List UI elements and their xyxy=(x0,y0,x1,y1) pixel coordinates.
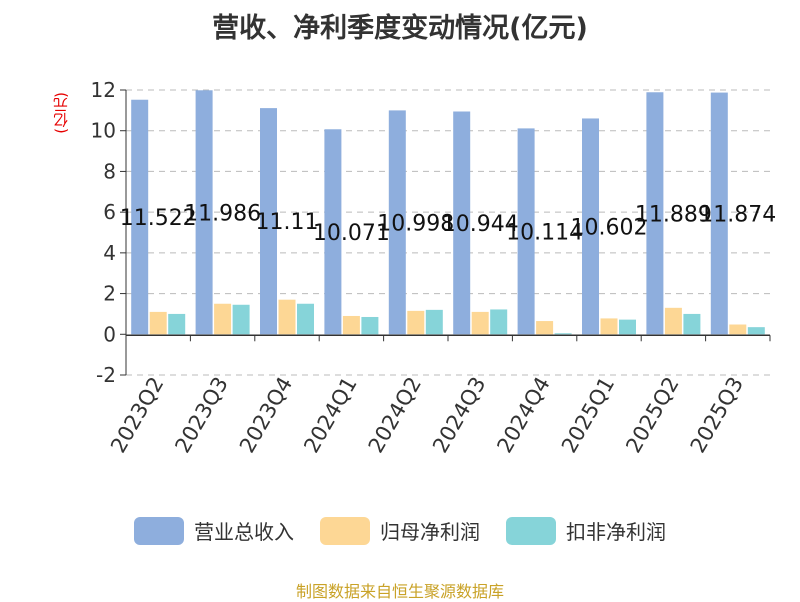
bar xyxy=(407,310,425,335)
bar xyxy=(471,311,489,335)
bar xyxy=(195,90,213,335)
data-labels: 11.52211.98611.1110.07110.99810.94410.11… xyxy=(120,201,777,245)
bar xyxy=(342,315,360,335)
data-label: 11.889 xyxy=(635,202,712,227)
bar xyxy=(747,327,765,335)
bar xyxy=(582,118,599,335)
y-tick-label: 6 xyxy=(103,200,116,224)
legend-item[interactable]: 营业总收入 xyxy=(134,516,294,545)
legend-label: 归母净利润 xyxy=(380,520,480,544)
data-label: 11.986 xyxy=(184,201,261,226)
x-tick-label: 2024Q2 xyxy=(364,373,426,457)
bar xyxy=(453,111,471,335)
bar xyxy=(683,313,701,335)
bar xyxy=(517,128,535,335)
data-label: 10.998 xyxy=(377,211,454,236)
bar xyxy=(168,313,186,335)
bar xyxy=(214,303,232,335)
source-note: 制图数据来自恒生聚源数据库 xyxy=(295,582,504,601)
bar xyxy=(361,316,379,335)
x-tick-label: 2023Q3 xyxy=(170,373,232,457)
bar xyxy=(324,129,342,335)
chart-title: 营收、净利季度变动情况(亿元) xyxy=(212,13,588,44)
bar xyxy=(232,304,250,335)
bar xyxy=(536,321,554,335)
bar xyxy=(710,92,728,335)
grid-lines xyxy=(126,89,770,376)
bar xyxy=(297,303,314,335)
data-label: 10.114 xyxy=(506,220,583,245)
bar xyxy=(131,99,149,335)
y-tick-label: 8 xyxy=(103,159,116,183)
legend-swatch xyxy=(320,516,370,545)
data-label: 11.522 xyxy=(120,206,197,231)
x-tick-label: 2024Q1 xyxy=(299,373,361,457)
y-tick-label: 10 xyxy=(91,119,116,143)
x-tick-label: 2025Q3 xyxy=(686,373,748,457)
legend-label: 扣非净利润 xyxy=(566,520,666,544)
legend-swatch xyxy=(134,516,184,545)
data-label: 11.11 xyxy=(256,210,319,235)
bar xyxy=(388,110,406,335)
x-tick-label: 2025Q1 xyxy=(557,373,619,457)
x-tick-label: 2023Q4 xyxy=(235,373,297,457)
legend-label: 营业总收入 xyxy=(194,520,294,544)
bar xyxy=(729,324,747,335)
bar xyxy=(646,92,664,335)
y-tick-label: 4 xyxy=(103,241,116,265)
bar xyxy=(664,307,682,335)
bar xyxy=(490,309,508,335)
bar xyxy=(149,311,167,335)
y-tick-label: 0 xyxy=(103,322,116,346)
y-tick-label: 2 xyxy=(103,282,116,306)
x-tick-label: 2024Q4 xyxy=(492,373,554,457)
data-label: 10.602 xyxy=(571,215,648,240)
bar xyxy=(619,319,636,335)
bar xyxy=(554,333,572,335)
legend-swatch xyxy=(506,516,556,545)
bar xyxy=(425,309,443,335)
x-tick-label: 2024Q3 xyxy=(428,373,490,457)
bar xyxy=(278,299,296,335)
bars xyxy=(131,90,765,335)
x-tick-label: 2025Q2 xyxy=(621,373,683,457)
data-label: 11.874 xyxy=(699,202,776,227)
y-tick-label: 12 xyxy=(91,78,116,102)
legend: 营业总收入 归母净利润 扣非净利润 xyxy=(0,516,800,545)
legend-item[interactable]: 扣非净利润 xyxy=(506,516,666,545)
data-label: 10.944 xyxy=(442,212,519,237)
y-tick-label: -2 xyxy=(96,363,116,387)
bar xyxy=(600,318,618,335)
data-label: 10.071 xyxy=(313,221,390,246)
legend-item[interactable]: 归母净利润 xyxy=(320,516,480,545)
bar xyxy=(260,108,277,335)
